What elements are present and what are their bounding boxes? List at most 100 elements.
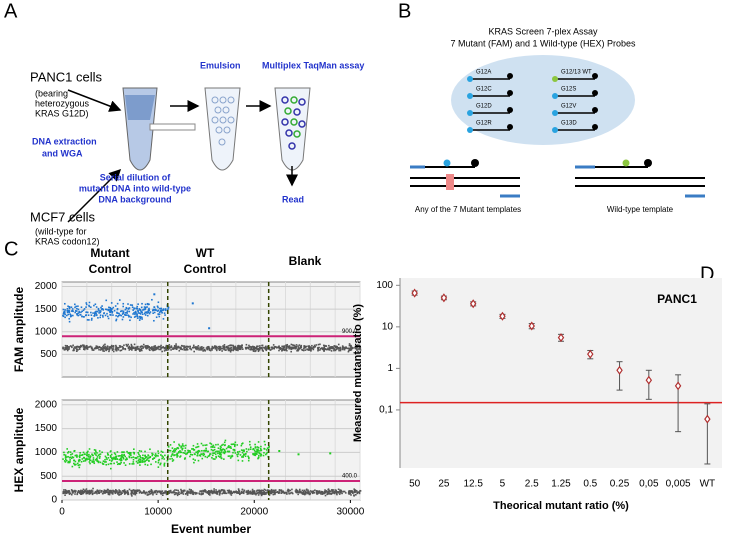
droplet (348, 491, 350, 493)
droplet (155, 455, 157, 458)
droplet (93, 460, 95, 463)
droplet (97, 309, 100, 311)
droplet (245, 490, 248, 492)
droplet (328, 490, 330, 493)
droplet (290, 350, 292, 353)
panel-letter: A (4, 0, 18, 22)
droplet (91, 461, 94, 463)
droplet (348, 493, 350, 495)
droplet (66, 346, 69, 348)
droplet (155, 489, 157, 492)
note: (wild-type for (35, 226, 87, 236)
droplet (153, 306, 156, 309)
droplet (155, 454, 158, 457)
droplet (260, 455, 262, 457)
droplet (69, 459, 71, 461)
droplet (139, 308, 142, 311)
droplet (110, 456, 112, 458)
droplet (294, 347, 297, 350)
droplet (103, 492, 105, 494)
droplet (129, 319, 131, 322)
droplet (80, 306, 83, 309)
droplet (354, 346, 357, 348)
droplet (198, 454, 201, 457)
droplet (121, 455, 124, 457)
droplet (256, 489, 259, 492)
droplet (68, 461, 71, 464)
droplet (148, 460, 150, 462)
droplet (113, 452, 116, 454)
droplet (203, 449, 206, 452)
droplet (127, 314, 130, 317)
droplet (160, 307, 163, 310)
droplet (99, 311, 102, 314)
droplet (93, 313, 96, 316)
droplet (63, 489, 65, 491)
droplet (83, 348, 86, 351)
droplet (148, 456, 150, 459)
droplet (354, 346, 356, 349)
droplet (335, 492, 338, 495)
droplet (108, 350, 110, 353)
droplet (307, 489, 309, 492)
droplet (164, 454, 166, 457)
droplet (224, 451, 227, 453)
droplet (90, 311, 92, 314)
droplet (105, 456, 108, 459)
droplet (223, 344, 226, 346)
droplet (101, 348, 103, 350)
droplet (165, 490, 167, 493)
droplet (331, 488, 333, 491)
droplet (350, 349, 353, 351)
droplet (80, 491, 83, 493)
droplet (193, 461, 195, 464)
droplet (331, 347, 334, 350)
droplet (113, 309, 116, 312)
droplet (275, 346, 278, 349)
droplet (82, 460, 85, 462)
droplet (119, 463, 121, 466)
droplet (67, 455, 69, 458)
droplet (113, 490, 116, 493)
droplet (225, 492, 228, 495)
droplet (208, 349, 211, 351)
droplet (79, 459, 81, 462)
droplet (130, 316, 132, 319)
droplet (218, 489, 220, 492)
droplet (136, 462, 139, 464)
droplet (185, 453, 187, 455)
droplet (295, 344, 298, 346)
droplet (159, 492, 162, 495)
droplet (228, 491, 230, 493)
droplet (325, 490, 328, 493)
droplet (332, 489, 335, 491)
droplet (151, 346, 153, 348)
dye (552, 127, 558, 133)
droplet (202, 444, 204, 447)
droplet (111, 490, 113, 493)
droplet (67, 461, 69, 464)
droplet (159, 490, 162, 493)
droplet (317, 349, 319, 352)
droplet (99, 314, 102, 317)
droplet (342, 346, 344, 349)
droplet (96, 460, 99, 462)
droplet (193, 453, 196, 455)
droplet (255, 346, 258, 349)
droplet (122, 302, 125, 305)
droplet (184, 450, 186, 452)
droplet (229, 457, 232, 459)
droplet (154, 345, 156, 347)
droplet (114, 348, 117, 351)
droplet (252, 347, 255, 350)
droplet (189, 345, 191, 348)
droplet (265, 449, 268, 451)
marker (557, 333, 565, 343)
droplet (148, 493, 151, 495)
droplet (304, 493, 307, 495)
droplet (198, 450, 201, 452)
droplet (248, 440, 251, 443)
droplet (93, 462, 96, 465)
droplet (136, 345, 139, 348)
droplet (158, 311, 161, 314)
